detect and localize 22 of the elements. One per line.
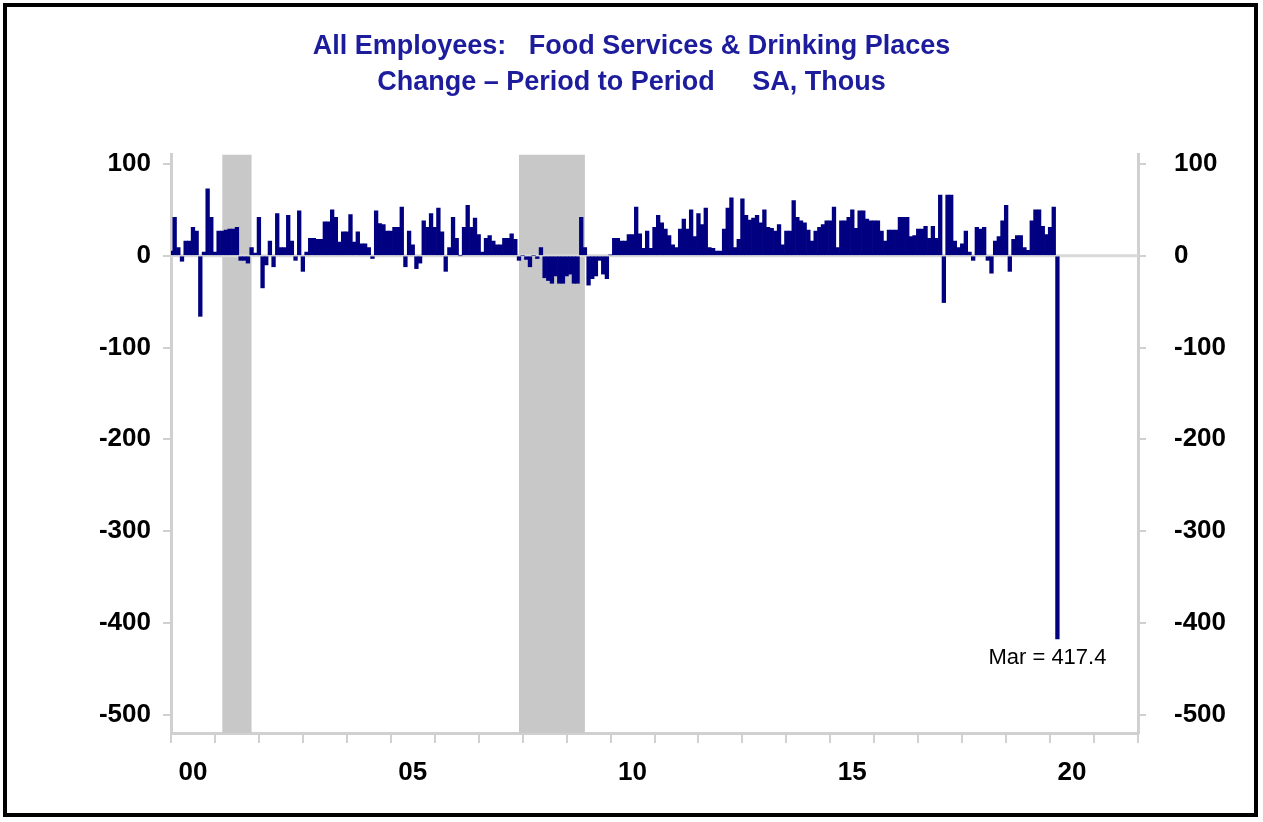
y2-tick-label: -300 bbox=[1174, 514, 1227, 545]
x-tick-label: 20 bbox=[1057, 755, 1087, 786]
y2-tick-label: -500 bbox=[1174, 697, 1227, 728]
y-tick-label: -500 bbox=[98, 697, 151, 728]
y-tick-label: -400 bbox=[98, 606, 151, 637]
x-tick-label: 00 bbox=[178, 755, 208, 786]
annotation: Mar = 417.4 bbox=[988, 643, 1107, 669]
y-tick-label: 0 bbox=[136, 238, 151, 269]
y-tick-label: 100 bbox=[107, 147, 151, 178]
x-tick-label: 10 bbox=[618, 755, 647, 786]
y-tick-label: -100 bbox=[98, 330, 151, 361]
y-tick-label: -200 bbox=[98, 422, 151, 453]
chart-subtitle: Change – Period to Period SA, Thous bbox=[377, 66, 886, 97]
y2-tick-label: 0 bbox=[1174, 238, 1189, 269]
y-tick-label: -300 bbox=[98, 514, 151, 545]
x-tick-label: 15 bbox=[837, 755, 867, 786]
y2-tick-label: -400 bbox=[1174, 606, 1227, 637]
y2-tick-label: -100 bbox=[1174, 330, 1227, 361]
x-tick-label: 05 bbox=[398, 755, 428, 786]
y2-tick-label: -200 bbox=[1174, 422, 1227, 453]
y2-tick-label: 100 bbox=[1174, 147, 1218, 178]
chart-title: All Employees: Food Services & Drinking Places bbox=[312, 29, 951, 60]
